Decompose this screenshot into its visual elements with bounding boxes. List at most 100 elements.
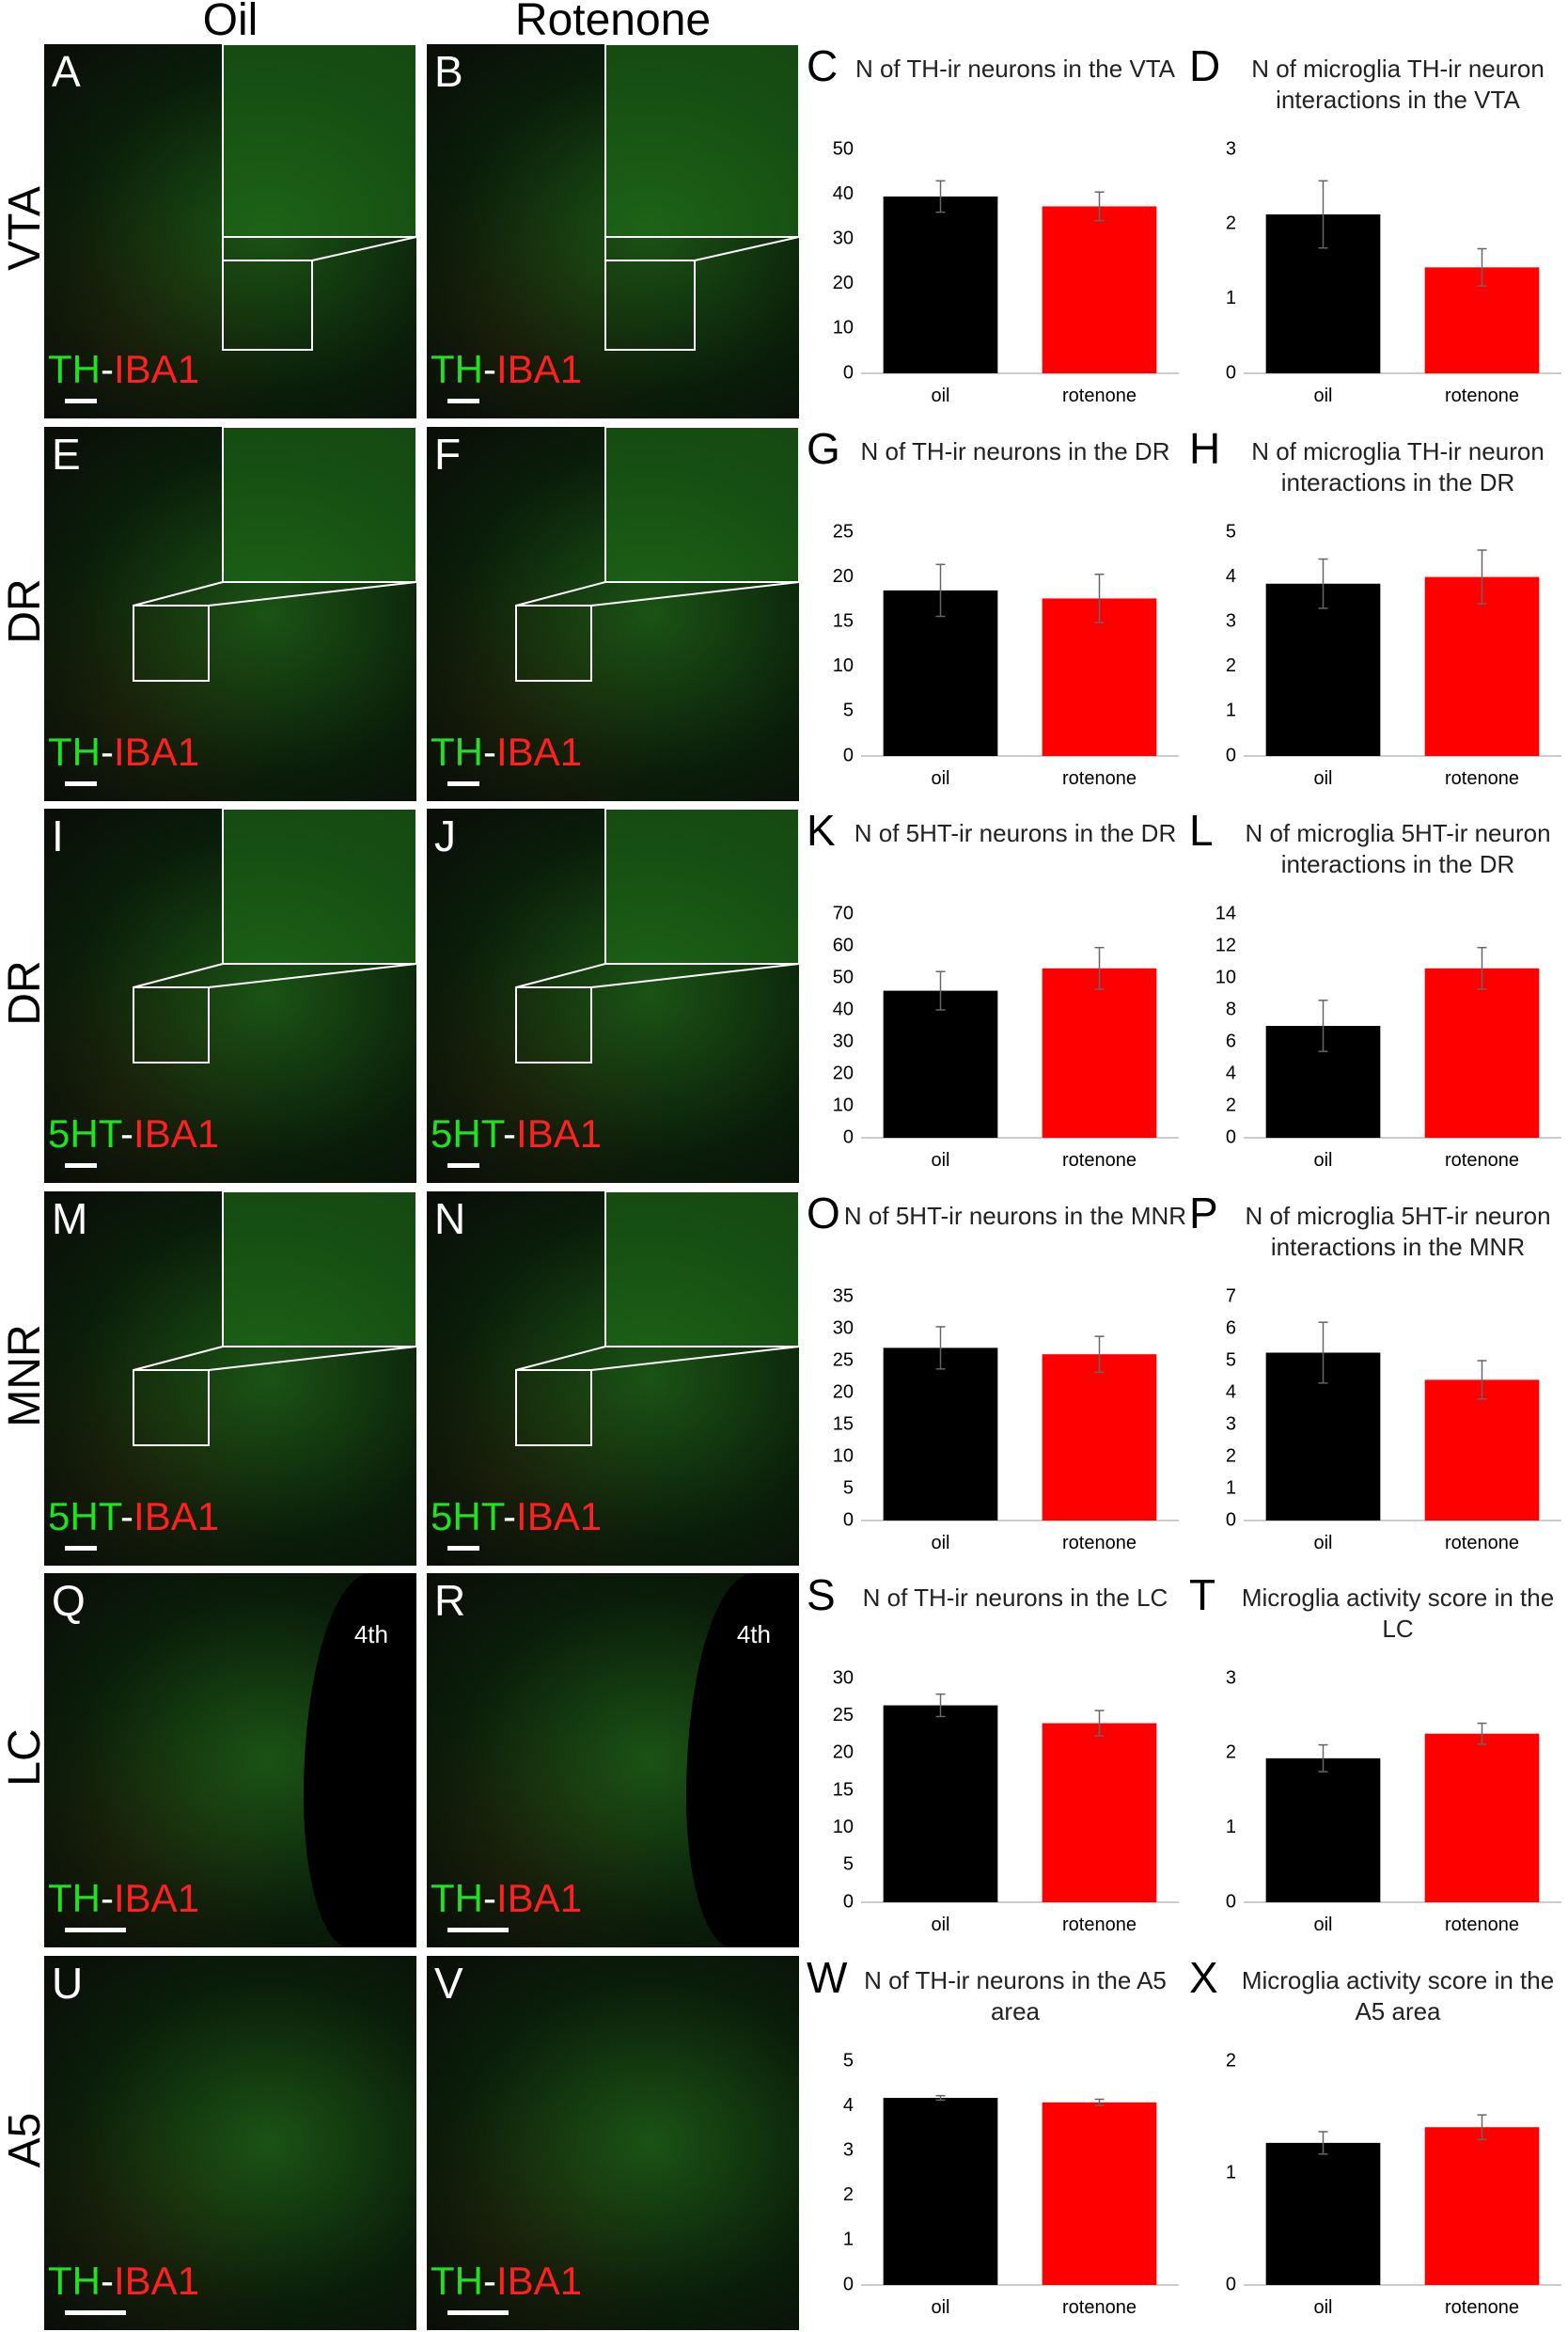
inset-connector [515, 580, 606, 607]
y-tick-label: 6 [1226, 1031, 1236, 1051]
x-tick-label: rotenone [1445, 386, 1519, 406]
marker: TH [48, 1876, 101, 1921]
chart-svg: 0 1 2 oil rotenone [1226, 2050, 1561, 2318]
y-tick-label: 0 [843, 1892, 854, 1913]
annotation: 4th [353, 1620, 388, 1649]
y-tick-label: 1 [1226, 288, 1236, 308]
bar [1265, 1758, 1381, 1903]
y-tick-label: 20 [833, 1742, 854, 1763]
y-tick-label: 20 [833, 1063, 854, 1083]
separator: - [483, 347, 496, 391]
scale-bar [65, 780, 97, 786]
chart-svg: 0 1 2 3 4 5 oil rotenone [1226, 521, 1561, 789]
chart: 0 5 10 15 20 25 oil rotenone G N of TH-ir neurons… [803, 424, 1185, 809]
panel-letter: O [807, 1188, 840, 1237]
counterstain: IBA1 [496, 1876, 583, 1921]
x-tick-label: rotenone [1062, 2297, 1137, 2318]
y-tick-label: 20 [833, 1381, 854, 1402]
error-bar [1094, 573, 1105, 623]
inset [222, 809, 416, 966]
y-tick-label: 70 [833, 903, 854, 923]
chart-title: N of TH-ir neurons in the VTA [855, 55, 1176, 83]
y-tick-label: 50 [833, 138, 854, 159]
x-tick-label: oil [931, 1150, 949, 1171]
inset-connector [590, 580, 799, 607]
inset-box [604, 260, 696, 351]
inset [604, 426, 799, 583]
y-tick-label: 0 [1226, 1127, 1236, 1147]
separator: - [483, 729, 496, 774]
y-tick-label: 7 [1226, 1285, 1236, 1306]
bar [883, 990, 998, 1139]
error-bar [935, 180, 946, 213]
y-tick-label: 20 [833, 273, 854, 293]
micrograph: J 5HT-IBA1 [427, 809, 799, 1184]
y-tick-label: 10 [833, 1445, 854, 1466]
panel-letter: B [434, 47, 463, 96]
stain-label: TH-IBA1 [48, 2259, 199, 2304]
panel-letter: I [52, 811, 64, 861]
row-label: VTA [0, 186, 50, 271]
separator: - [483, 2259, 496, 2303]
chart-svg: 0 10 20 30 40 50 60 70 oil rotenone [833, 903, 1179, 1171]
chart-svg: 0 5 10 15 20 25 30 35 oil rotenone [833, 1285, 1179, 1553]
error-bar [1094, 947, 1105, 990]
chart: 0 2 4 6 8 10 12 14 oil rotenone L N of microglia 5H… [1185, 806, 1568, 1190]
marker: 5HT [48, 1493, 121, 1538]
y-tick-label: 5 [843, 700, 854, 720]
error-bar [1477, 1360, 1487, 1400]
scale-bar [65, 1928, 126, 1933]
chart: 0 1 2 3 oil rotenone D N of microglia TH-ir neu… [1185, 41, 1568, 426]
bar [883, 2098, 998, 2285]
stain-label: TH-IBA1 [48, 1876, 199, 1921]
panel-letter: Q [52, 1576, 86, 1626]
y-tick-label: 30 [833, 1031, 854, 1051]
y-tick-label: 2 [843, 2184, 854, 2205]
error-bar [1477, 947, 1487, 990]
separator: - [120, 1111, 134, 1157]
y-tick-label: 5 [1226, 521, 1236, 542]
micrograph: 4th R TH-IBA1 [427, 1573, 799, 1948]
column-header: Rotenone [514, 0, 712, 45]
y-tick-label: 2 [1226, 655, 1236, 676]
error-bar [1318, 1744, 1328, 1773]
inset-overlay [133, 426, 416, 682]
bar [883, 196, 998, 373]
separator: - [101, 1876, 114, 1921]
inset-overlay [515, 1190, 799, 1446]
stain-label: TH-IBA1 [431, 1876, 582, 1921]
chart: 0 5 10 15 20 25 30 35 oil rotenone O N of 5HT-ir ne… [803, 1188, 1186, 1573]
y-tick-label: 15 [833, 610, 854, 631]
y-tick-label: 0 [843, 2274, 854, 2294]
micrograph: V TH-IBA1 [427, 1956, 799, 2330]
inset-connector [208, 963, 416, 989]
row-label: DR [0, 960, 50, 1026]
bar [883, 590, 998, 756]
inset-connector [311, 236, 416, 261]
inset [222, 426, 416, 583]
chart: 0 1 2 3 4 5 oil rotenone W N of TH-ir neurons in … [803, 1953, 1185, 2332]
chart-svg: 0 1 2 3 4 5 oil rotenone [843, 2050, 1179, 2318]
panel-letter: V [434, 1959, 463, 2008]
panel-letter: S [807, 1570, 836, 1620]
chart-svg: 0 1 2 3 oil rotenone [1226, 1668, 1561, 1935]
y-tick-label: 2 [1226, 1445, 1236, 1466]
inset-connector [208, 1345, 416, 1371]
chart-title: N of microglia TH-ir neuron interactions… [1251, 55, 1544, 114]
error-bar [1318, 2131, 1328, 2155]
panel-letter: D [1189, 41, 1221, 90]
y-tick-label: 2 [1226, 1742, 1236, 1763]
x-tick-label: rotenone [1062, 768, 1137, 789]
column-header: Oil [202, 0, 259, 45]
x-tick-label: oil [931, 386, 949, 406]
counterstain: IBA1 [516, 1111, 603, 1157]
y-tick-label: 25 [833, 1349, 854, 1370]
scale-bar [65, 399, 97, 403]
y-tick-label: 2 [1226, 213, 1236, 234]
error-bar [935, 970, 946, 1011]
y-tick-label: 0 [843, 362, 854, 383]
inset-overlay [133, 1190, 416, 1446]
micrograph: I 5HT-IBA1 [44, 809, 416, 1184]
micrograph: N 5HT-IBA1 [427, 1190, 799, 1566]
chart: 0 1 2 3 oil rotenone T Microglia activity score… [1185, 1570, 1568, 1955]
